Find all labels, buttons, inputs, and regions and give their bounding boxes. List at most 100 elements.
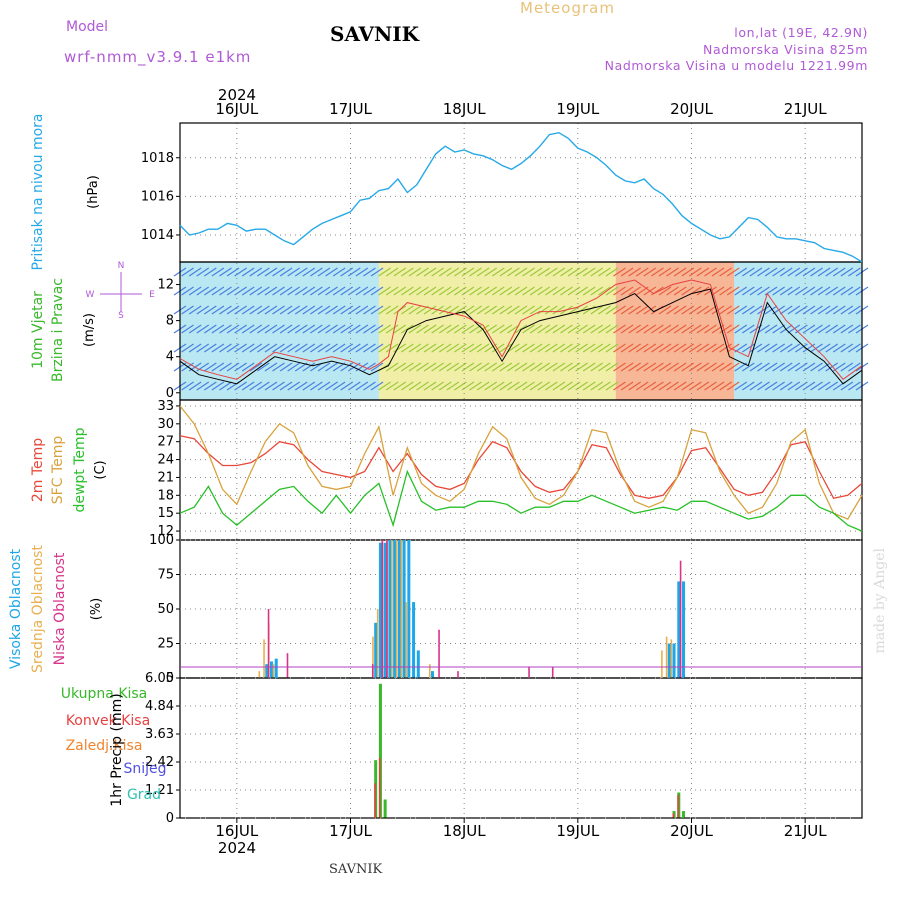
- date-label-bottom: 18JUL: [443, 822, 486, 840]
- clouds-bar: [438, 629, 440, 678]
- wind-arrow: [272, 362, 285, 372]
- clouds-bar: [374, 622, 378, 678]
- wind-arrow: [544, 381, 558, 391]
- wind-arrow: [302, 343, 316, 353]
- wind-arrow: [673, 381, 687, 391]
- wind-arrow: [203, 324, 217, 334]
- wind-ylabel: Brzina i Pravac: [50, 278, 66, 382]
- clouds-ytick-label: 25: [157, 637, 174, 652]
- wind-arrow: [802, 305, 816, 315]
- wind-arrow: [438, 267, 452, 277]
- wind-arrow: [673, 286, 687, 296]
- clouds-bar: [371, 664, 374, 678]
- wind-arrow: [779, 286, 793, 296]
- wind-arrow: [385, 381, 399, 391]
- wind-arrow: [688, 343, 702, 353]
- wind-arrow: [537, 267, 551, 277]
- wind-arrow: [628, 362, 641, 372]
- wind-arrow: [507, 305, 520, 315]
- wind-arrow: [810, 381, 823, 391]
- precip-ytick-label: 3.63: [145, 727, 174, 742]
- wind-arrow: [643, 324, 657, 334]
- wind-arrow: [257, 305, 270, 315]
- wind-arrow: [257, 324, 270, 334]
- wind-arrow: [211, 381, 225, 391]
- wind-arrow: [620, 343, 634, 353]
- wind-arrow: [810, 286, 823, 296]
- wind-arrow: [651, 381, 664, 391]
- wind-arrow: [696, 324, 710, 334]
- model-label: Model: [66, 19, 109, 35]
- wind-arrow: [764, 305, 778, 315]
- wind-arrow: [605, 381, 619, 391]
- wind-arrow: [408, 362, 422, 372]
- wind-arrow: [279, 286, 293, 296]
- wind-arrow: [605, 286, 619, 296]
- date-label-top: 21JUL: [784, 100, 827, 118]
- wind-arrow: [742, 305, 755, 315]
- wind-arrow: [658, 381, 672, 391]
- precip-ytick-label: 0: [166, 811, 174, 826]
- wind-band-1: [260, 262, 379, 400]
- wind-arrow: [196, 286, 210, 296]
- wind-arrow: [658, 286, 672, 296]
- date-label-bottom: 16JUL: [215, 822, 258, 840]
- wind-arrow: [491, 362, 505, 372]
- wind-arrow: [643, 305, 657, 315]
- wind-arrow: [438, 305, 452, 315]
- wind-arrow: [590, 343, 604, 353]
- wind-arrow: [787, 286, 801, 296]
- wind-arrow: [401, 286, 414, 296]
- wind-arrow: [469, 286, 482, 296]
- wind-arrow: [181, 381, 194, 391]
- wind-arrow: [469, 267, 482, 277]
- wind-arrow: [651, 267, 664, 277]
- wind-arrow: [817, 286, 831, 296]
- wind-arrow: [560, 362, 573, 372]
- wind-arrow: [560, 324, 573, 334]
- wind-arrow: [825, 286, 839, 296]
- wind-arrow: [764, 343, 778, 353]
- clouds-bar: [397, 540, 401, 678]
- clouds-ytick-label: 0: [166, 671, 174, 686]
- wind-arrow: [711, 362, 725, 372]
- wind-arrow: [522, 305, 535, 315]
- wind-arrow: [764, 362, 778, 372]
- wind-arrow: [211, 267, 225, 277]
- wind-arrow: [651, 362, 664, 372]
- wind-arrow: [416, 286, 429, 296]
- wind-arrow: [514, 267, 528, 277]
- wind-arrow: [476, 362, 490, 372]
- date-label-bottom: 21JUL: [784, 822, 827, 840]
- clouds-bar: [457, 671, 459, 678]
- wind-arrow: [666, 362, 679, 372]
- wind-arrow: [355, 286, 369, 296]
- wind-arrow: [188, 324, 202, 334]
- model-elevation: Nadmorska Visina u modelu 1221.99m: [604, 58, 868, 73]
- wind-arrow: [446, 362, 460, 372]
- wind-arrow: [810, 267, 823, 277]
- wind-arrow: [491, 324, 505, 334]
- precip-ytick-label: 1.21: [145, 783, 174, 798]
- wind-arrow: [848, 305, 861, 315]
- wind-arrow: [401, 381, 414, 391]
- wind-arrow: [673, 305, 687, 315]
- wind-arrow: [507, 286, 520, 296]
- station-coordinates: lon,lat (19E, 42.9N): [734, 25, 868, 40]
- wind-arrow: [598, 362, 611, 372]
- wind-arrow: [438, 362, 452, 372]
- wind-arrow: [795, 267, 808, 277]
- wind-arrow: [537, 305, 551, 315]
- wind-arrow: [658, 362, 672, 372]
- wind-arrow: [279, 362, 293, 372]
- wind-arrow: [522, 324, 535, 334]
- compass-w: W: [86, 290, 95, 300]
- wind-arrow: [575, 324, 588, 334]
- temperature-ylabel: (C): [93, 460, 108, 479]
- wind-arrow: [552, 324, 566, 334]
- wind-arrow: [491, 305, 505, 315]
- wind-arrow: [529, 286, 543, 296]
- precip-ytick-label: 6.05: [145, 671, 174, 686]
- wind-arrow: [635, 267, 649, 277]
- clouds-bar: [272, 664, 275, 678]
